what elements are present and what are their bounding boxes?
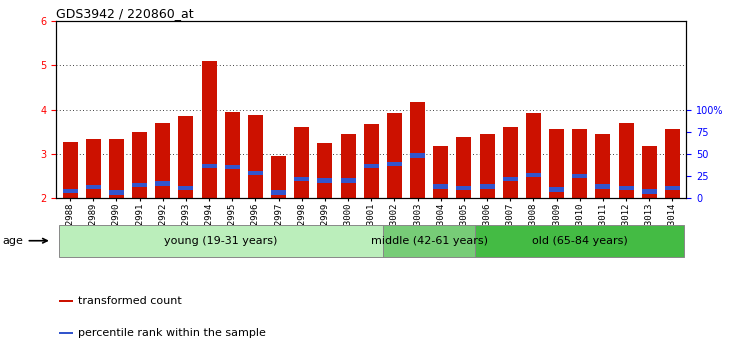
Bar — [572, 129, 587, 198]
Bar — [526, 113, 541, 198]
Bar — [410, 102, 425, 198]
Bar — [62, 142, 78, 198]
Bar — [340, 178, 356, 183]
Bar — [642, 147, 657, 198]
Bar — [364, 164, 379, 168]
Bar — [294, 177, 309, 181]
Bar — [155, 181, 170, 186]
Bar — [476, 225, 684, 257]
Bar — [317, 178, 332, 183]
Bar — [596, 184, 610, 188]
Bar — [619, 123, 634, 198]
Bar — [456, 137, 472, 198]
Bar — [62, 188, 78, 193]
Bar — [155, 123, 170, 198]
Bar — [410, 153, 425, 158]
Bar — [178, 116, 194, 198]
Text: middle (42-61 years): middle (42-61 years) — [370, 236, 488, 246]
Bar — [109, 138, 124, 198]
Bar — [248, 115, 263, 198]
Bar — [387, 113, 402, 198]
Bar — [271, 156, 286, 198]
Bar — [340, 134, 356, 198]
Bar — [132, 183, 147, 187]
Text: transformed count: transformed count — [78, 296, 182, 306]
Bar — [549, 187, 564, 192]
Bar — [109, 190, 124, 195]
Text: young (19-31 years): young (19-31 years) — [164, 236, 278, 246]
Bar — [248, 171, 263, 175]
Text: age: age — [3, 236, 47, 246]
Bar — [59, 332, 74, 334]
Bar — [132, 132, 147, 198]
Bar — [664, 129, 680, 198]
Text: old (65-84 years): old (65-84 years) — [532, 236, 628, 246]
Bar — [549, 129, 564, 198]
Text: percentile rank within the sample: percentile rank within the sample — [78, 328, 266, 338]
Bar — [479, 134, 494, 198]
Bar — [59, 300, 74, 302]
Bar — [202, 164, 217, 168]
Bar — [526, 172, 541, 177]
Bar — [58, 225, 382, 257]
Bar — [572, 174, 587, 178]
Bar — [664, 186, 680, 190]
Bar — [178, 186, 194, 190]
Bar — [433, 147, 448, 198]
Bar — [503, 127, 518, 198]
Bar — [642, 189, 657, 194]
Text: GDS3942 / 220860_at: GDS3942 / 220860_at — [56, 7, 194, 20]
Bar — [503, 177, 518, 181]
Bar — [86, 138, 100, 198]
Bar — [317, 143, 332, 198]
Bar — [387, 162, 402, 166]
Bar — [596, 133, 610, 198]
Bar — [382, 225, 476, 257]
Bar — [294, 127, 309, 198]
Bar — [202, 61, 217, 198]
Bar — [619, 186, 634, 190]
Bar — [86, 185, 100, 189]
Bar — [225, 165, 240, 170]
Bar — [433, 184, 448, 188]
Bar — [456, 186, 472, 190]
Bar — [479, 184, 494, 188]
Bar — [271, 190, 286, 195]
Bar — [364, 124, 379, 198]
Bar — [225, 112, 240, 198]
